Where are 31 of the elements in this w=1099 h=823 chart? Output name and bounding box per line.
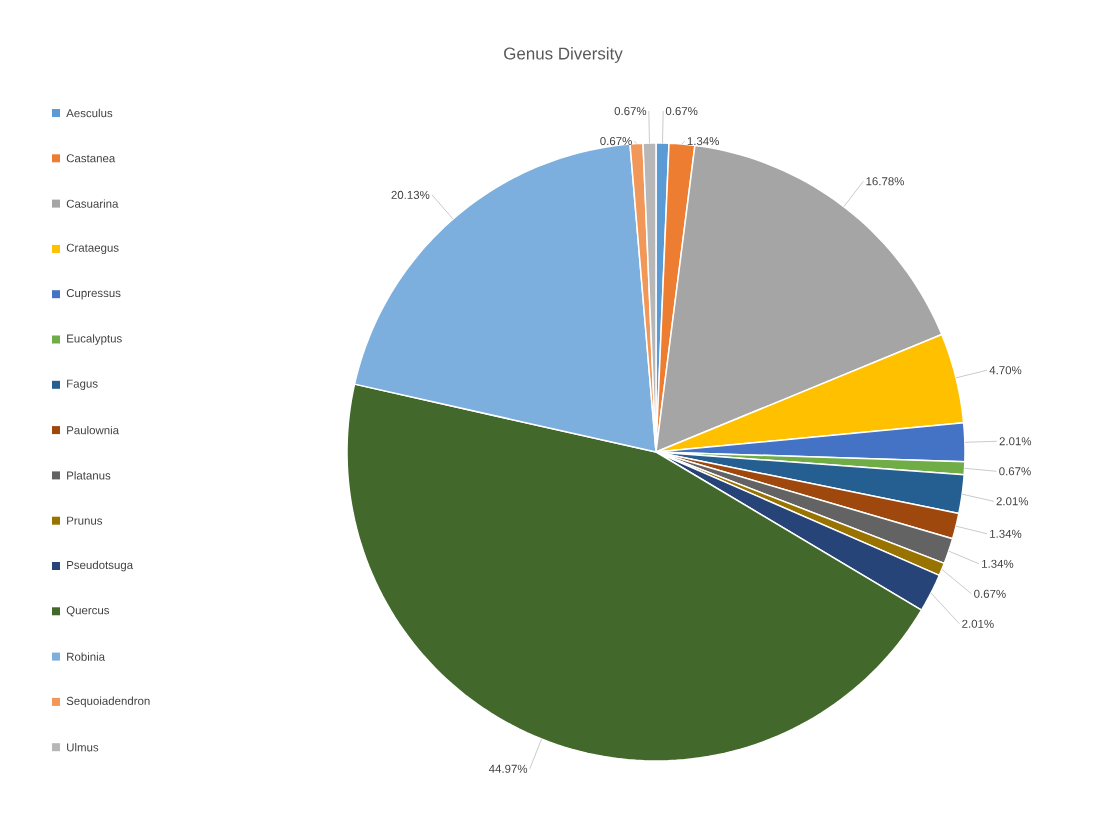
legend-label: Crataegus — [66, 243, 119, 255]
chart-title: Genus Diversity — [504, 47, 623, 63]
data-label: 16.78% — [866, 177, 904, 186]
data-label: 1.34% — [982, 559, 1014, 568]
data-label: 20.13% — [391, 190, 430, 199]
legend-label: Castanea — [66, 154, 116, 163]
legend-label: Eucalyptus — [67, 334, 122, 345]
data-label: 0.67% — [600, 137, 632, 146]
data-label: 2.01% — [962, 619, 994, 628]
legend-label: Sequoiadendron — [66, 696, 150, 708]
legend-label: Quercus — [66, 606, 110, 617]
data-label: 1.34% — [687, 137, 719, 146]
legend-label: Prunus — [67, 516, 103, 525]
legend-label: Platanus — [67, 471, 111, 480]
legend-label: Ulmus — [67, 743, 99, 752]
data-label: 2.01% — [999, 437, 1032, 446]
legend-label: Fagus — [67, 379, 98, 390]
legend-label: Cupressus — [66, 289, 121, 300]
legend-label: Paulownia — [67, 425, 120, 435]
data-label: 0.67% — [665, 107, 698, 116]
legend-label: Robinia — [67, 652, 106, 661]
legend-label: Aesculus — [66, 108, 113, 118]
data-label: 0.67% — [974, 589, 1006, 598]
data-label: 2.01% — [996, 497, 1029, 506]
data-label: 0.67% — [999, 467, 1031, 476]
data-label: 4.70% — [989, 366, 1022, 375]
data-label: 1.34% — [990, 529, 1022, 538]
data-label: 0.67% — [614, 107, 647, 116]
data-label: 44.97% — [488, 764, 528, 773]
legend-label: Pseudotsuga — [67, 560, 134, 572]
legend-label: Casuarina — [66, 199, 119, 208]
